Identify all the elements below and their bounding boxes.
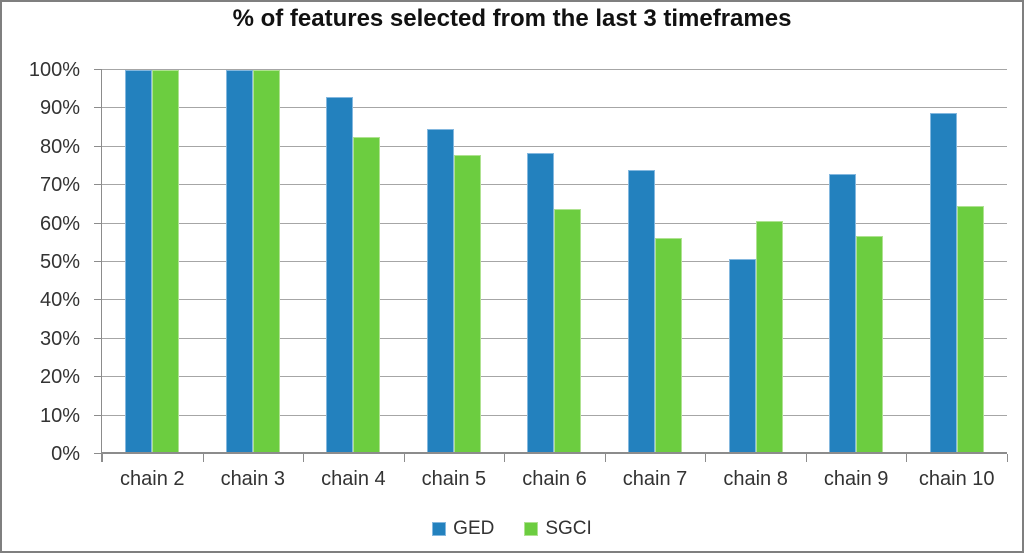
bar-group-chain-8: [705, 70, 806, 454]
chart-title: % of features selected from the last 3 t…: [232, 5, 792, 32]
bar-sgci-chain-7: [655, 237, 683, 454]
x-tick: [202, 454, 204, 462]
x-axis-label: chain 7: [622, 468, 688, 490]
bar-sgci-chain-9: [856, 235, 884, 454]
bar-sgci-chain-4: [353, 137, 381, 454]
y-tick: [94, 222, 102, 224]
y-axis-tick-label: 30%: [39, 327, 80, 350]
y-tick: [94, 184, 102, 186]
bar-group-chain-5: [404, 70, 505, 454]
y-axis-tick-label: 20%: [39, 366, 80, 389]
y-tick: [94, 376, 102, 378]
gridline: [102, 69, 1007, 70]
bar-ged-chain-6: [527, 153, 555, 454]
bar-group-chain-10: [906, 70, 1007, 454]
bar-ged-chain-2: [125, 70, 153, 454]
bar-ged-chain-3: [225, 70, 253, 454]
y-tick: [94, 69, 102, 70]
x-tick: [303, 454, 305, 462]
y-tick: [94, 453, 102, 454]
x-tick: [504, 454, 506, 462]
legend-label: SGCI: [545, 518, 592, 539]
bar-sgci-chain-10: [956, 206, 984, 454]
bar-sgci-chain-3: [252, 70, 280, 454]
x-tick: [604, 454, 606, 462]
y-axis-tick-label: 100%: [28, 59, 80, 81]
bar-ged-chain-7: [628, 169, 656, 454]
x-axis-label: chain 10: [918, 468, 995, 490]
y-axis-tick-label: 10%: [39, 404, 80, 427]
bar-ged-chain-4: [326, 96, 354, 454]
gridline: [102, 145, 1007, 147]
legend: GED SGCI: [2, 518, 1022, 540]
x-axis-label: chain 6: [522, 468, 587, 490]
y-tick: [94, 299, 102, 301]
bar-ged-chain-10: [929, 113, 957, 454]
bar-sgci-chain-6: [554, 209, 582, 454]
bar-group-chain-9: [806, 70, 907, 454]
bar-ged-chain-9: [829, 174, 857, 454]
bar-group-chain-4: [303, 70, 404, 454]
bar-ged-chain-5: [426, 128, 454, 454]
y-axis: 0% 10% 20% 30% 40% 50% 60% 70% 80% 90% 100%: [2, 60, 90, 464]
y-tick: [94, 145, 102, 147]
bar-group-chain-7: [605, 70, 706, 454]
y-tick: [94, 107, 102, 109]
x-axis-label: chain 5: [421, 468, 487, 490]
bar-sgci-chain-5: [453, 155, 481, 454]
y-axis-line: [101, 70, 102, 462]
x-tick: [906, 454, 908, 462]
x-axis-label: chain 9: [823, 468, 889, 490]
y-axis-tick-label: 60%: [39, 212, 80, 235]
x-tick: [102, 454, 103, 462]
bar-group-chain-3: [203, 70, 304, 454]
y-axis-tick-label: 90%: [39, 97, 80, 120]
bar-group-chain-6: [504, 70, 605, 454]
x-tick: [705, 454, 707, 462]
y-axis-tick-label: 70%: [39, 174, 80, 197]
bar-sgci-chain-2: [152, 70, 180, 454]
legend-swatch-ged: [432, 522, 447, 536]
x-axis-label: chain 4: [321, 468, 386, 490]
plot-area: chain 2 chain 3 chain 4 chain 5 chain 6 chain…: [94, 69, 1008, 490]
y-tick: [94, 414, 102, 416]
x-axis-line: [102, 452, 1007, 454]
gridline: [102, 107, 1007, 109]
bar-group-chain-2: [102, 70, 203, 454]
gridline: [102, 184, 1007, 186]
legend-item-ged: GED: [432, 518, 494, 540]
bar-ged-chain-8: [728, 258, 756, 454]
x-tick: [805, 454, 807, 462]
y-axis-tick-label: 40%: [39, 289, 80, 312]
legend-swatch-sgci: [524, 522, 539, 536]
y-tick: [94, 261, 102, 262]
legend-label: GED: [453, 518, 495, 539]
x-axis-label: chain 3: [220, 468, 286, 490]
x-axis-label: chain 8: [723, 468, 788, 490]
y-tick: [94, 337, 102, 339]
legend-item-sgci: SGCI: [524, 518, 592, 540]
x-axis-label: chain 2: [120, 468, 185, 490]
y-axis-tick-label: 50%: [39, 251, 80, 273]
x-tick: [1007, 454, 1008, 462]
y-axis-tick-label: 0%: [51, 443, 80, 465]
y-axis-tick-label: 80%: [39, 135, 80, 158]
x-tick: [403, 454, 405, 462]
bar-sgci-chain-8: [755, 220, 783, 454]
